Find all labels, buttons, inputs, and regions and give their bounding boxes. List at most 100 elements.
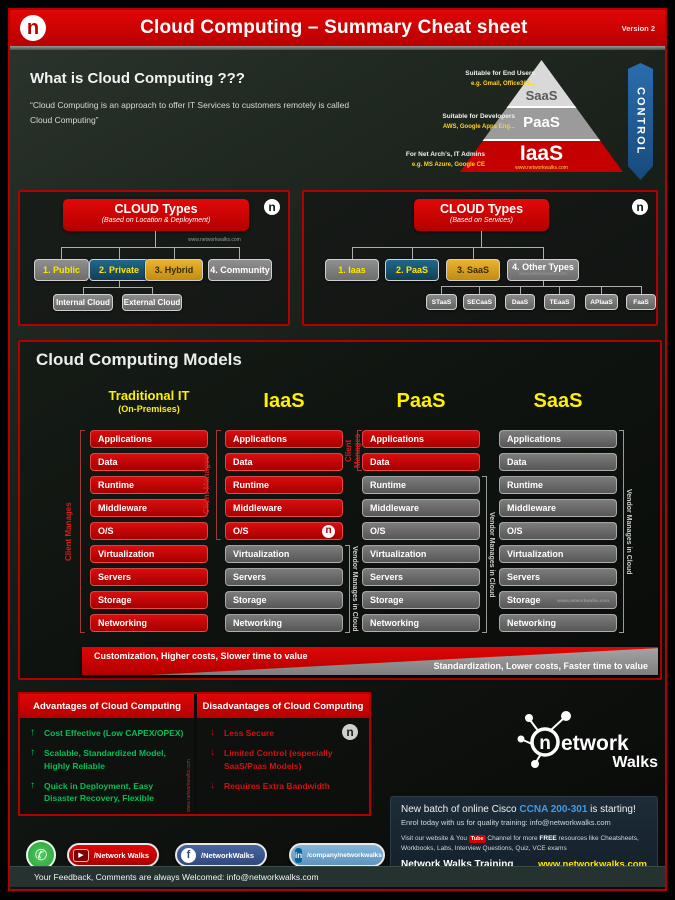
- pyramid-iaas-band: IaaS www.networkwalks.com: [460, 139, 623, 172]
- list-item: ↑ Cost Effective (Low CAPEX/OPEX): [30, 727, 188, 739]
- connector-line: [543, 247, 544, 259]
- client-bracket: [80, 430, 85, 633]
- layer-box: Virtualization: [362, 545, 480, 563]
- type-label: Internal Cloud: [56, 298, 110, 307]
- layer-label: O/S: [233, 526, 249, 536]
- service-secaas: SECaaS: [463, 294, 496, 310]
- advantage-text: Cost Effective (Low CAPEX/OPEX): [44, 728, 184, 738]
- header-bar: n Cloud Computing – Summary Cheat sheet …: [10, 10, 665, 46]
- facebook-button[interactable]: f /NetworkWalks: [175, 843, 267, 867]
- layer-box: Servers: [362, 568, 480, 586]
- layer-box: Networking: [90, 614, 208, 632]
- column-header-traditional: Traditional IT (On-Premises): [90, 388, 208, 414]
- type-label: APIaaS: [590, 298, 613, 306]
- promo-text: is starting!: [587, 804, 636, 815]
- connector-line: [641, 286, 642, 294]
- youtube-button[interactable]: ▶ /Network Walks: [67, 843, 159, 867]
- layer-box: Storage: [362, 591, 480, 609]
- layer-label: Servers: [98, 572, 132, 582]
- list-item: ↓ Less Secure: [210, 727, 340, 739]
- service-staas: STaaS: [426, 294, 457, 310]
- layer-label: Applications: [233, 434, 288, 444]
- column-name: IaaS: [263, 390, 305, 412]
- promo-line1: New batch of online Cisco CCNA 200-301 i…: [401, 804, 647, 815]
- connector-line: [481, 231, 482, 247]
- disadvantage-text: Less Secure: [224, 728, 275, 738]
- stack-traditional: Applications Data Runtime Middleware O/S…: [90, 430, 208, 637]
- down-arrow-icon: ↓: [210, 779, 215, 791]
- list-item: ↑ Quick in Deployment, Easy Disaster Rec…: [30, 780, 188, 805]
- vendor-bracket: [619, 430, 624, 633]
- layer-box: Runtime: [225, 476, 343, 494]
- promo-line2: Enrol today with us for quality training…: [401, 818, 611, 827]
- layer-label: Networking: [233, 618, 283, 628]
- connector-line: [83, 287, 84, 294]
- connector-line: [155, 231, 156, 247]
- brand-name-part2: Walks: [612, 754, 658, 770]
- promo-text: Channel for more: [485, 835, 540, 842]
- down-arrow-icon: ↓: [210, 747, 215, 759]
- layer-box: Networking: [362, 614, 480, 632]
- advantage-text: Quick in Deployment, Easy Disaster Recov…: [44, 780, 154, 804]
- layer-box: Applications: [499, 430, 617, 448]
- layer-box: Applications: [362, 430, 480, 448]
- layer-label: Applications: [370, 434, 425, 444]
- connector-line: [61, 247, 240, 248]
- networkwalks-logo-icon: n: [20, 15, 46, 41]
- layer-label: Networking: [370, 618, 420, 628]
- type-label: 3. Hybrid: [154, 265, 194, 275]
- layer-label: Applications: [507, 434, 562, 444]
- type-external-cloud: External Cloud: [122, 294, 182, 311]
- layer-label: Middleware: [507, 503, 557, 513]
- layer-box: Virtualization: [90, 545, 208, 563]
- tradeoff-banner: Customization, Higher costs, Slower time…: [82, 647, 658, 675]
- watermark: www.networkwalks.com: [557, 597, 609, 603]
- service-daas: DaaS: [505, 294, 535, 310]
- networkwalks-logo-icon: n: [264, 199, 280, 215]
- networkwalks-logo-icon: n: [342, 724, 358, 740]
- models-title: Cloud Computing Models: [36, 350, 242, 369]
- column-name: Traditional IT: [108, 388, 190, 403]
- layer-box: Networking: [225, 614, 343, 632]
- linkedin-icon: in: [295, 847, 303, 863]
- type-label: TEaaS: [549, 298, 570, 306]
- layer-box: Networking: [499, 614, 617, 632]
- control-arrow: CONTROL: [628, 63, 653, 180]
- pyramid-iaas-label: IaaS: [519, 142, 564, 165]
- promo-text: New batch of online Cisco: [401, 804, 520, 815]
- logo-letter: n: [268, 200, 276, 214]
- layer-label: Servers: [370, 572, 404, 582]
- connector-line: [601, 286, 602, 294]
- service-faas: FaaS: [626, 294, 656, 310]
- layer-label: Data: [98, 457, 118, 467]
- networkwalks-logo-icon: n: [322, 524, 335, 538]
- title-text: CLOUD Types: [439, 202, 524, 216]
- in-glyph: in: [295, 850, 303, 860]
- connector-line: [83, 287, 153, 288]
- vendor-bracket: [482, 476, 487, 633]
- type-private: 2. Private: [89, 259, 149, 281]
- disadvantages-header: Disadvantages of Cloud Computing: [197, 694, 369, 718]
- logo-letter: n: [26, 17, 40, 39]
- layer-label: Servers: [233, 572, 267, 582]
- connector-line: [119, 247, 120, 259]
- audience-text: Suitable for Developers: [442, 113, 515, 120]
- stack-paas: Applications Data Runtime Middleware O/S…: [362, 430, 480, 637]
- feedback-text: Your Feedback, Comments are always Welco…: [34, 872, 319, 882]
- connector-line: [61, 247, 62, 259]
- layer-box: Middleware: [90, 499, 208, 517]
- layer-box: Data: [90, 453, 208, 471]
- layer-box: Servers: [499, 568, 617, 586]
- layer-box: Storage www.networkwalks.com: [499, 591, 617, 609]
- facebook-icon: f: [181, 847, 196, 863]
- type-label: SECaaS: [467, 298, 492, 306]
- column-subtitle: (On-Premises): [118, 404, 180, 414]
- brand-name-part1: etwork: [561, 732, 629, 755]
- layer-label: Data: [507, 457, 527, 467]
- layer-label: Storage: [370, 595, 404, 605]
- client-bracket: [216, 430, 221, 540]
- connector-line: [119, 281, 120, 287]
- linkedin-button[interactable]: in /company/networkwalks: [289, 843, 385, 867]
- watermark: www.networkwalks.com: [188, 237, 241, 243]
